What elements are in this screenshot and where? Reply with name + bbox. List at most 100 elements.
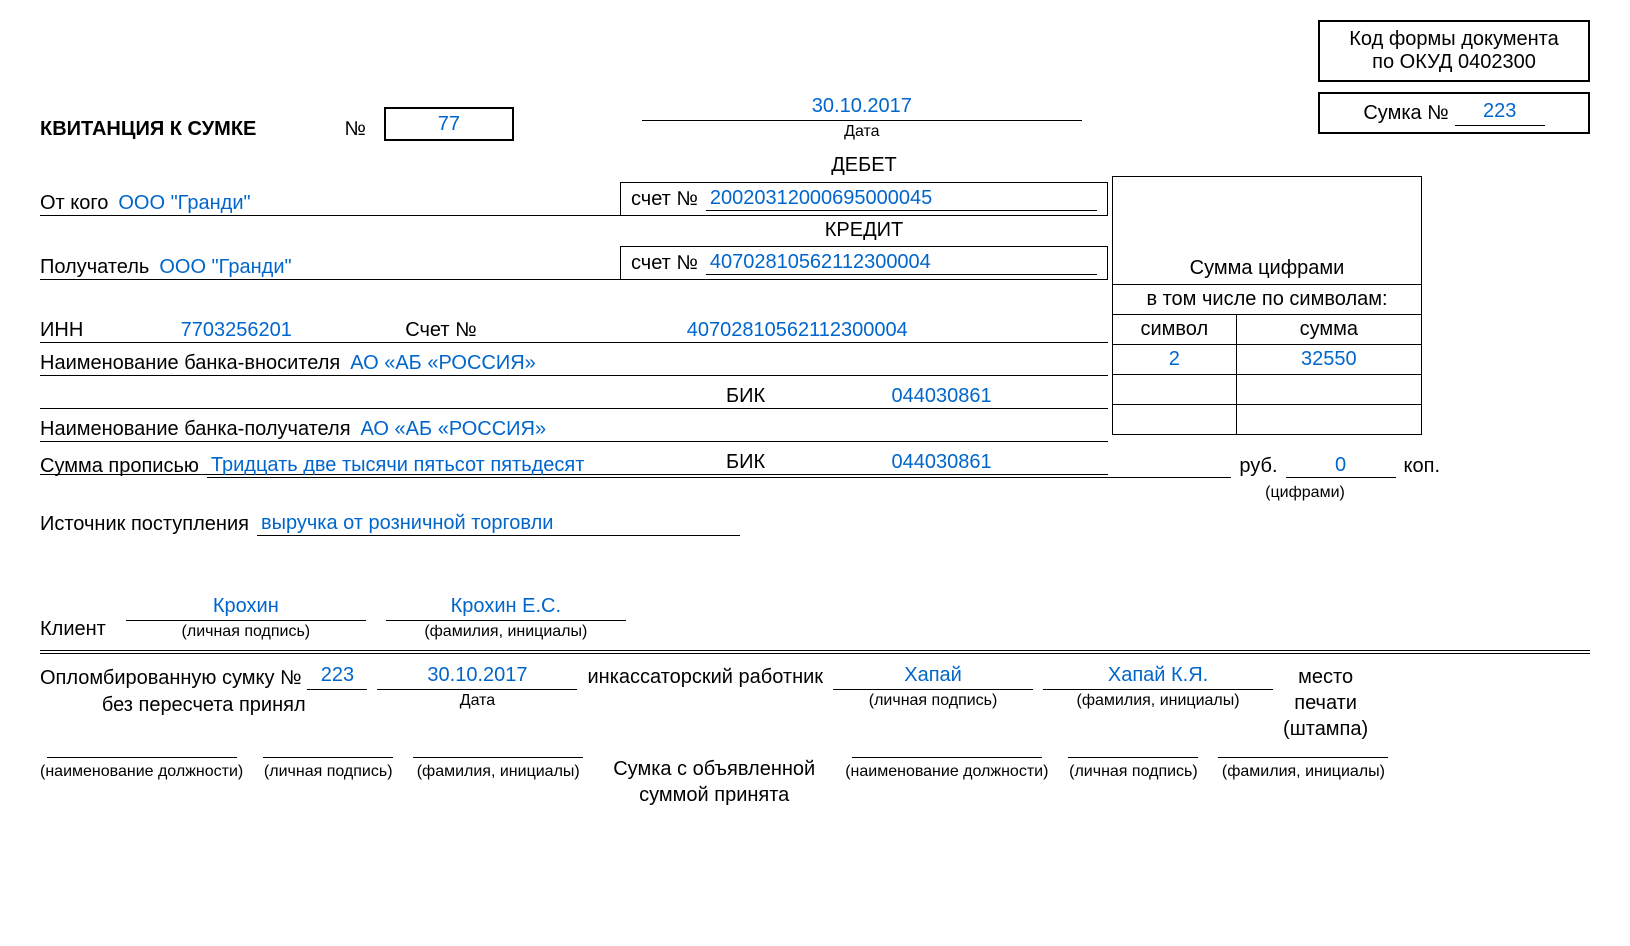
row0-symbol: 2: [1113, 345, 1237, 375]
sealed-date-group: 30.10.2017 Дата: [377, 664, 577, 710]
rub-label: руб.: [1239, 455, 1277, 478]
sumka-num: 223: [1455, 100, 1545, 126]
client-name-hint: (фамилия, инициалы): [424, 623, 587, 641]
bank-out-row: Наименование банка-получателя АО «АБ «РО…: [40, 409, 1108, 442]
num-box: 77: [384, 107, 514, 141]
recipient-row: Получатель ООО "Гранди": [40, 247, 620, 280]
sealed-date-hint: Дата: [460, 692, 495, 710]
page-title: КВИТАНЦИЯ К СУМКЕ: [40, 118, 256, 141]
bh-name-2: (фамилия, инициалы): [1222, 762, 1385, 781]
sealed-name-group: Хапай К.Я. (фамилия, инициалы): [1043, 664, 1273, 710]
bottom-slot-2: (личная подпись): [263, 756, 393, 781]
col-symbol: символ: [1113, 315, 1237, 345]
bh-name-1: (фамилия, инициалы): [417, 762, 580, 781]
bik1-value: 044030861: [771, 385, 1108, 408]
bh-post-2: (наименование должности): [845, 762, 1048, 781]
row0-sum: 32550: [1236, 345, 1421, 375]
bank-out-label: Наименование банка-получателя: [40, 418, 351, 441]
bottom-mid2: суммой принята: [613, 782, 815, 808]
date-hint: Дата: [642, 123, 1082, 141]
bh-post-1: (наименование должности): [40, 762, 243, 781]
bik1-row: БИК 044030861: [40, 376, 1108, 409]
row1-symbol: [1113, 375, 1237, 405]
bottom-slot-1: (наименование должности): [40, 756, 243, 781]
row2-symbol: [1113, 405, 1237, 435]
sumka-box: Сумка № 223: [1318, 92, 1590, 134]
kop-label: коп.: [1404, 455, 1440, 478]
sealed-label1b: без пересчета принял: [40, 694, 367, 717]
double-rule: [40, 650, 1590, 654]
sealed-date: 30.10.2017: [377, 664, 577, 690]
sealed-sign-hint: (личная подпись): [869, 692, 998, 710]
row1-sum: [1236, 375, 1421, 405]
acct3-label: Счет №: [405, 319, 476, 342]
sum-digits-box: Сумма цифрами: [1112, 176, 1422, 284]
bank-in-row: Наименование банка-вносителя АО «АБ «РОС…: [40, 343, 1108, 376]
kop-hint: (цифрами): [1250, 484, 1360, 502]
stamp2: печати: [1283, 690, 1368, 716]
sum-words-row: Сумма прописью Тридцать две тысячи пятьс…: [40, 454, 1440, 478]
client-name-group: Крохин Е.С. (фамилия, инициалы): [386, 595, 626, 641]
source-value: выручка от розничной торговли: [257, 512, 740, 536]
stamp1: место: [1283, 664, 1368, 690]
bh-sign-1: (личная подпись): [264, 762, 393, 781]
right-col: Сумма цифрами в том числе по символам: с…: [1112, 176, 1422, 435]
stamp-label: место печати (штампа): [1283, 664, 1368, 742]
bottom-slot-3: (фамилия, инициалы): [413, 756, 583, 781]
bottom-mid-label: Сумка с объявленной суммой принята: [603, 756, 825, 808]
date-field: 30.10.2017: [642, 95, 1082, 121]
inn-row: ИНН 7703256201 Счет № 407028105621123000…: [40, 310, 1108, 343]
sealed-row: Опломбированную сумку № 223 без пересчет…: [40, 664, 1590, 742]
okud-line2: по ОКУД 0402300: [1334, 51, 1574, 74]
bottom-mid1: Сумка с объявленной: [613, 756, 815, 782]
client-sign: Крохин: [126, 595, 366, 621]
okud-line1: Код формы документа: [1334, 28, 1574, 51]
bank-in-value: АО «АБ «РОССИЯ»: [346, 352, 1108, 375]
recipient-label: Получатель: [40, 256, 149, 279]
inn-value: 7703256201: [89, 319, 379, 342]
from-label: От кого: [40, 192, 108, 215]
acct3-value: 40702810562112300004: [483, 319, 1108, 342]
bottom-slot-4: (наименование должности): [845, 756, 1048, 781]
bh-sign-2: (личная подпись): [1069, 762, 1198, 781]
sealed-bag-num: 223: [307, 664, 367, 690]
bank-out-value: АО «АБ «РОССИЯ»: [357, 418, 1108, 441]
sealed-name: Хапай К.Я.: [1043, 664, 1273, 690]
source-label: Источник поступления: [40, 513, 249, 536]
sealed-label1: Опломбированную сумку №: [40, 667, 301, 690]
from-row: От кого ООО "Гранди": [40, 183, 620, 216]
client-row: Клиент Крохин (личная подпись) Крохин Е.…: [40, 595, 626, 641]
sum-words-value: Тридцать две тысячи пятьсот пятьдесят: [207, 454, 1231, 478]
source-row: Источник поступления выручка от рознично…: [40, 512, 740, 536]
sealed-sign: Хапай: [833, 664, 1033, 690]
client-sign-group: Крохин (личная подпись): [126, 595, 366, 641]
bank-in-label: Наименование банка-вносителя: [40, 352, 340, 375]
sum-digits-label: Сумма цифрами: [1190, 257, 1345, 280]
inn-label: ИНН: [40, 319, 83, 342]
client-label: Клиент: [40, 618, 106, 641]
client-name: Крохин Е.С.: [386, 595, 626, 621]
sealed-sign-group: Хапай (личная подпись): [833, 664, 1033, 710]
including-label: в том числе по символам:: [1113, 285, 1422, 315]
sum-words-label: Сумма прописью: [40, 455, 199, 478]
sealed-name-hint: (фамилия, инициалы): [1077, 692, 1240, 710]
from-value: ООО "Гранди": [114, 192, 620, 215]
kop-value: 0: [1286, 454, 1396, 478]
row2-sum: [1236, 405, 1421, 435]
bottom-slot-6: (фамилия, инициалы): [1218, 756, 1388, 781]
stamp3: (штампа): [1283, 716, 1368, 742]
num-label: №: [344, 118, 365, 141]
sealed-left-labels: Опломбированную сумку № 223 без пересчет…: [40, 664, 367, 717]
okud-box: Код формы документа по ОКУД 0402300: [1318, 20, 1590, 82]
bottom-row: (наименование должности) (личная подпись…: [40, 756, 1590, 808]
client-sign-hint: (личная подпись): [182, 623, 311, 641]
symbols-table: в том числе по символам: символ сумма 2 …: [1112, 284, 1422, 435]
bik1-label: БИК: [726, 385, 765, 408]
col-sum: сумма: [1236, 315, 1421, 345]
recipient-value: ООО "Гранди": [155, 256, 620, 279]
bottom-slot-5: (личная подпись): [1068, 756, 1198, 781]
sealed-label2: инкассаторский работник: [587, 664, 823, 689]
sumka-label: Сумка №: [1363, 102, 1448, 125]
date-wrap: 30.10.2017 Дата: [642, 95, 1082, 141]
num-value: 77: [438, 113, 460, 136]
